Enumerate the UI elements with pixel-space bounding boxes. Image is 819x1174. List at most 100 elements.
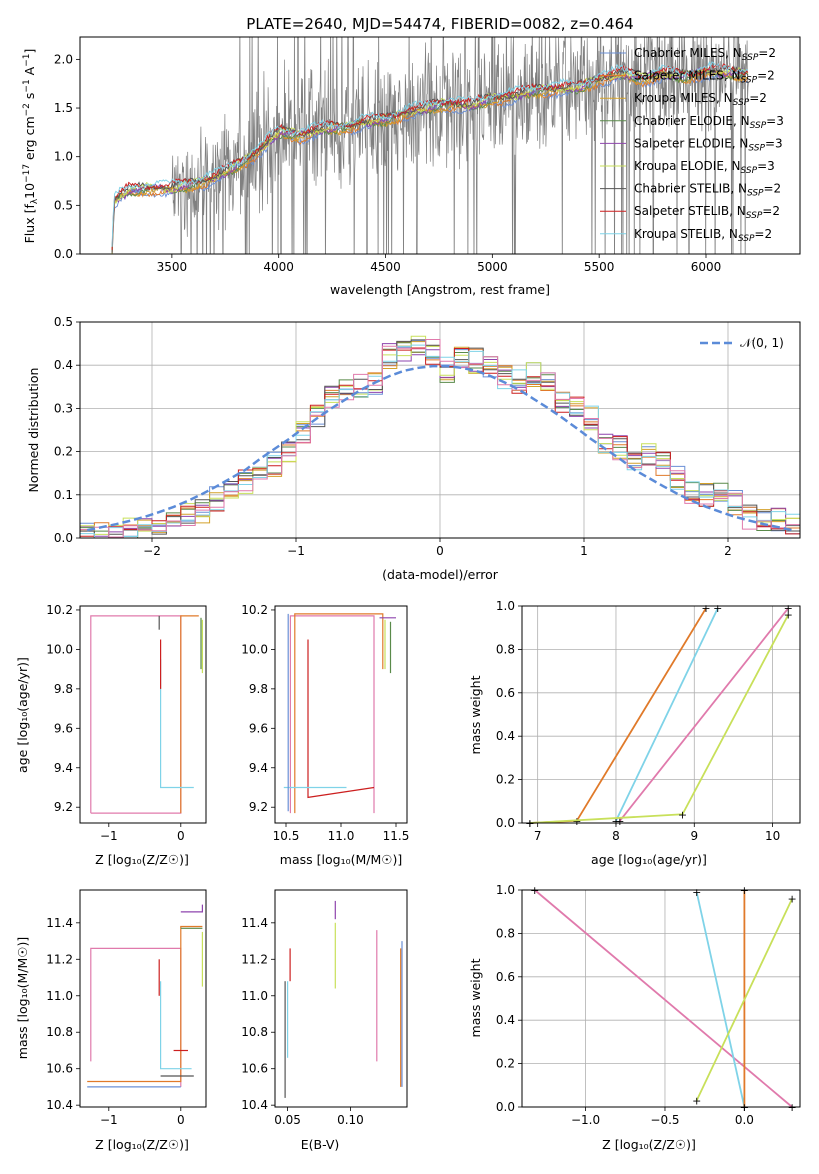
- x-tick-label: 0.05: [274, 1113, 301, 1127]
- y-tick-label: 0.4: [54, 358, 73, 372]
- x-tick-label: 1: [580, 544, 588, 558]
- x-tick-label: 9: [690, 829, 698, 843]
- y-tick-label: 0.8: [496, 926, 515, 940]
- y-tick-label: 11.2: [241, 952, 268, 966]
- mass-ebv-x-label: E(B-V): [301, 1137, 340, 1152]
- weight-marker: +: [615, 815, 624, 828]
- legend-label: Salpeter STELIB, NSSP=2: [634, 204, 780, 221]
- y-tick-label: 0.0: [496, 1100, 515, 1114]
- weight-Z-y-label: mass weight: [468, 958, 483, 1037]
- y-tick-label: 1.0: [496, 883, 515, 897]
- weight-marker: +: [713, 602, 722, 615]
- y-tick-label: 1.0: [54, 150, 73, 164]
- fit-segment: [294, 613, 384, 814]
- observed-spectrum-line: [111, 37, 749, 254]
- y-tick-label: 2.0: [54, 52, 73, 66]
- figure-title: PLATE=2640, MJD=54474, FIBERID=0082, z=0…: [246, 15, 633, 33]
- y-tick-label: 1.5: [54, 101, 73, 115]
- age-mass-x-label: mass [log₁₀(M/M☉)]: [280, 852, 402, 867]
- x-tick-label: −1: [100, 1113, 118, 1127]
- x-tick-label: 0: [177, 829, 185, 843]
- y-tick-label: 10.0: [46, 642, 73, 656]
- y-tick-label: 0.4: [496, 729, 515, 743]
- weight-line: [615, 607, 719, 822]
- y-tick-label: 11.2: [46, 952, 73, 966]
- weight-line: [695, 892, 746, 1108]
- y-tick-label: 0.0: [54, 531, 73, 545]
- panel-grid: 10.5 11.0 11.5 9.2 9.4 9.6 9.8 10.0 10.2: [241, 603, 409, 843]
- residual-x-label: (data-model)/error: [382, 567, 499, 582]
- age-Z-y-label: age [log₁₀(age/yr)]: [15, 657, 30, 773]
- weight-marker: +: [692, 1094, 701, 1107]
- panel-data: ++++++++: [530, 884, 797, 1114]
- x-tick-label: 5000: [477, 260, 508, 274]
- weight-marker: +: [784, 609, 793, 622]
- x-tick-label: 0: [436, 544, 444, 558]
- fit-segment: [180, 904, 203, 913]
- y-tick-label: 10.6: [46, 1062, 73, 1076]
- weight-marker: +: [787, 893, 796, 906]
- x-tick-label: −1: [100, 829, 118, 843]
- mass-Z-y-label: mass [log₁₀(M/M☉)]: [15, 937, 30, 1059]
- axes-frame: [274, 889, 408, 1108]
- fit-segment: [90, 947, 182, 1087]
- weight-marker: +: [611, 815, 620, 828]
- x-tick-label: 2: [724, 544, 732, 558]
- y-tick-label: 9.4: [54, 761, 73, 775]
- weight-line: [619, 607, 790, 822]
- y-tick-label: 0.6: [496, 970, 515, 984]
- panel-data: + +++++++++: [525, 602, 793, 830]
- x-tick-label: −1: [287, 544, 305, 558]
- x-tick-label: 0.10: [337, 1113, 364, 1127]
- fit-segment: [160, 981, 192, 1070]
- spectrum-axes-frame: [79, 36, 801, 255]
- x-tick-label: −2: [143, 544, 161, 558]
- spectrum-legend: Chabrier MILES, NSSP=2 Salpeter MILES, NS…: [600, 46, 784, 244]
- x-tick-label: 10: [765, 829, 780, 843]
- normal-curve: [86, 364, 794, 532]
- fit-segment: [307, 639, 375, 799]
- residual-histogram: [79, 347, 800, 539]
- weight-age-x-label: age [log₁₀(age/yr)]: [591, 852, 707, 867]
- weight-line: [529, 607, 707, 824]
- fit-segment: [87, 925, 203, 1083]
- fit-segment: [160, 659, 194, 789]
- weight-marker: +: [701, 602, 710, 615]
- spectrum-x-label: wavelength [Angstrom, rest frame]: [330, 282, 550, 297]
- y-tick-label: 0.0: [496, 816, 515, 830]
- y-tick-label: 9.8: [249, 682, 268, 696]
- model-spectrum-line: [111, 68, 748, 252]
- panel-data: [90, 615, 203, 814]
- y-tick-label: 0.5: [54, 315, 73, 329]
- y-tick-label: 0.6: [496, 686, 515, 700]
- weight-line: [534, 889, 793, 1108]
- x-tick-label: 0.0: [735, 1113, 754, 1127]
- x-tick-label: 6000: [691, 260, 722, 274]
- legend-label: Chabrier MILES, NSSP=2: [634, 46, 776, 63]
- x-tick-label: 11.5: [383, 829, 410, 843]
- axes-frame: [274, 605, 408, 824]
- axes-frame: [521, 605, 801, 824]
- age-vs-Z-panel: −1 0 9.2 9.4 9.6 9.8 10.0 10.2: [46, 603, 207, 843]
- weight-vs-Z-panel: −1.0 −0.5 0.00.00.20.40.60.81.0 ++++++++: [496, 883, 801, 1127]
- x-tick-label: 7: [534, 829, 542, 843]
- legend-label: Kroupa MILES, NSSP=2: [634, 91, 767, 108]
- y-tick-label: 10.2: [46, 603, 73, 617]
- mass-vs-Z-panel: −1 0 10.4 10.6 10.8 11.0 11.2 11.4: [46, 889, 207, 1127]
- y-tick-label: 0.8: [496, 642, 515, 656]
- y-tick-label: 0.2: [54, 445, 73, 459]
- weight-Z-x-label: Z [log₁₀(Z/Z☉)]: [602, 1137, 696, 1152]
- y-tick-label: 0.3: [54, 401, 73, 415]
- panel-grid: −1 0 10.4 10.6 10.8 11.0 11.2 11.4: [46, 916, 184, 1127]
- model-spectra: [111, 60, 749, 254]
- legend-label: Chabrier ELODIE, NSSP=3: [634, 114, 784, 131]
- panel-grid: −1 0 9.2 9.4 9.6 9.8 10.0 10.2: [46, 603, 184, 843]
- weight-marker: +: [572, 815, 581, 828]
- residual-histograms: [79, 335, 800, 539]
- y-tick-label: 0.2: [496, 773, 515, 787]
- normal-legend-label: 𝒩(0, 1): [740, 336, 784, 350]
- weight-marker: +: [678, 808, 687, 821]
- fit-segment: [180, 615, 199, 814]
- weight-vs-age-panel: 7 8 9 10 0.0 0.2 0.4 0.6 0.8 1.0 + +++++++++: [496, 599, 801, 843]
- residual-axes-frame: [79, 321, 801, 539]
